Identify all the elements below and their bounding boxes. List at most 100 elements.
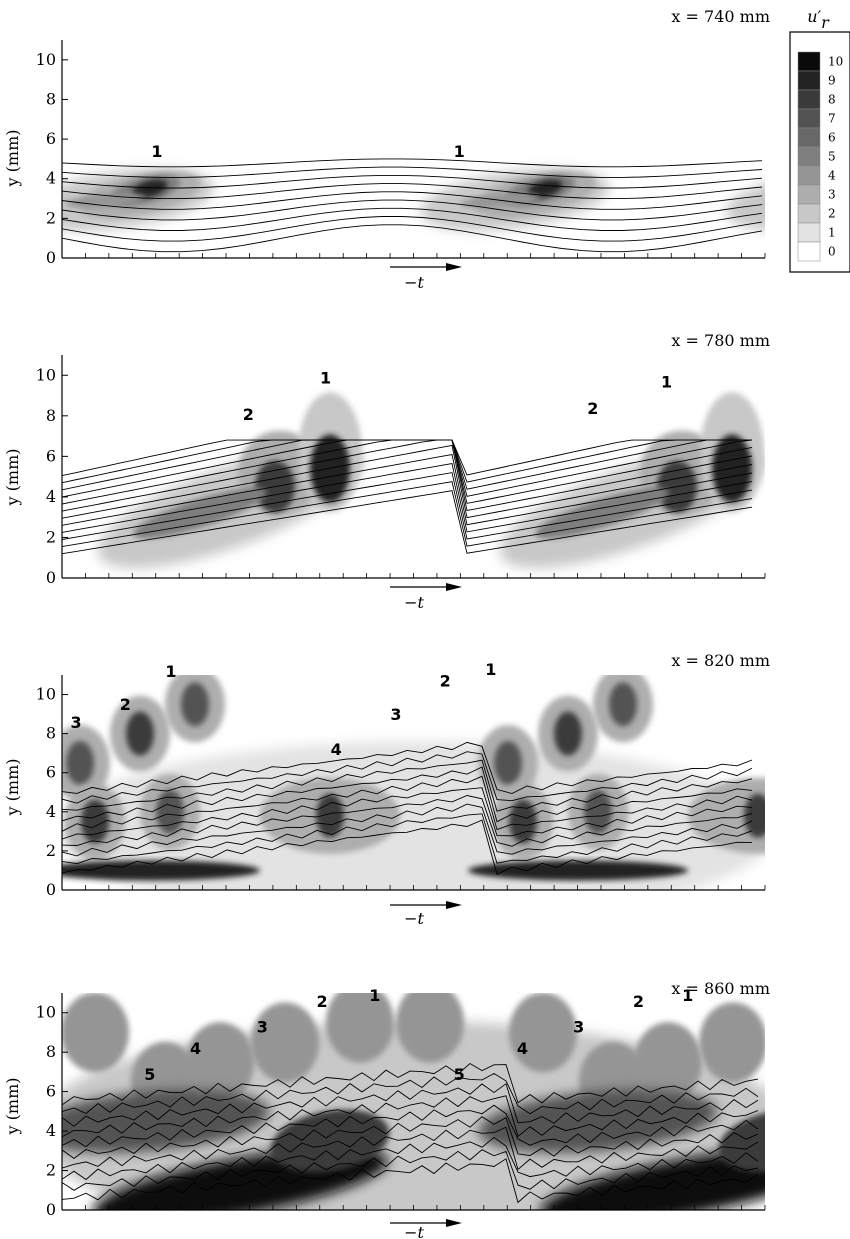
contour-line <box>62 481 753 548</box>
time-arrow-head <box>446 901 462 909</box>
structure-label: 1 <box>369 986 380 1005</box>
y-axis-label: y (mm) <box>3 759 22 817</box>
contour-line <box>62 1104 759 1148</box>
time-axis-label: −t <box>404 593 424 612</box>
contour-line <box>62 183 763 200</box>
contour-line <box>62 191 763 210</box>
contour-line <box>62 741 753 794</box>
y-tick-label: 8 <box>46 724 56 743</box>
station-label: x = 820 mm <box>671 651 770 670</box>
legend-swatch <box>797 70 821 91</box>
time-axis-label: −t <box>404 909 424 928</box>
structure-label: 1 <box>151 142 162 161</box>
intensity-blob <box>699 1002 765 1083</box>
intensity-blob <box>509 993 577 1073</box>
time-axis-label: −t <box>404 1223 424 1239</box>
contour-line <box>62 1158 759 1204</box>
contour-line <box>62 813 753 865</box>
legend-level-label: 0 <box>828 245 836 259</box>
contour-line <box>62 751 753 804</box>
structure-label: 2 <box>440 672 451 691</box>
contour-line <box>62 158 763 168</box>
wall-band <box>468 860 688 881</box>
intensity-blob <box>316 793 344 838</box>
y-tick-label: 6 <box>46 446 56 465</box>
intensity-blob <box>609 682 637 727</box>
y-tick-label: 0 <box>46 568 56 587</box>
contour-line <box>62 224 763 253</box>
heatmap-field <box>62 675 765 890</box>
y-axis-label: y (mm) <box>3 130 22 188</box>
time-arrow-head <box>446 1219 462 1227</box>
y-tick-label: 0 <box>46 1200 56 1219</box>
heatmap-field <box>62 392 765 568</box>
time-arrow: −t <box>390 263 462 292</box>
time-arrow-head <box>446 583 462 591</box>
intensity-blob <box>744 793 765 838</box>
y-tick-label: 8 <box>46 406 56 425</box>
y-tick-label: 10 <box>36 50 56 69</box>
y-tick-label: 6 <box>46 763 56 782</box>
structure-label: 5 <box>454 1065 465 1084</box>
intensity-blob <box>133 487 267 539</box>
legend-swatch <box>797 203 821 224</box>
contour-line <box>62 795 753 847</box>
intensity-blob <box>326 993 394 1063</box>
y-axis-label: y (mm) <box>3 1078 22 1136</box>
legend-level-label: 5 <box>828 150 836 164</box>
y-tick-label: 4 <box>46 169 56 188</box>
structure-label: 1 <box>485 660 496 679</box>
intensity-blob <box>251 1002 319 1083</box>
time-arrow: −t <box>390 901 462 928</box>
structure-label: 3 <box>257 1017 268 1036</box>
intensity-blob <box>584 789 612 834</box>
structure-label: 4 <box>190 1039 201 1058</box>
legend-swatch <box>797 241 821 262</box>
x-ticks <box>61 1205 766 1210</box>
intensity-blob <box>62 1089 270 1153</box>
contour-line <box>62 490 753 555</box>
contour-line <box>62 766 753 823</box>
intensity-blob <box>181 682 209 727</box>
y-tick-label: 8 <box>46 89 56 108</box>
contour-line <box>62 174 763 189</box>
structure-label: 2 <box>243 405 254 424</box>
time-arrow: −t <box>390 1219 462 1239</box>
structure-label: 2 <box>317 992 328 1011</box>
intensity-blob <box>66 740 94 785</box>
legend-swatch <box>797 146 821 167</box>
y-tick-labels: 0 2 4 6 8 10 <box>36 365 68 587</box>
contour-line <box>62 1126 759 1171</box>
contour-line <box>62 453 753 526</box>
y-tick-label: 8 <box>46 1042 56 1061</box>
contour-line <box>62 759 753 812</box>
legend-swatch <box>797 184 821 205</box>
legend-level-label: 8 <box>828 93 836 107</box>
contour-line <box>62 819 753 875</box>
contour-line <box>62 1062 759 1106</box>
structure-labels: 3 2 1 4 3 2 1 <box>70 660 496 759</box>
legend-swatch <box>797 108 821 129</box>
structure-label: 5 <box>144 1065 155 1084</box>
legend-level-label: 10 <box>828 55 843 69</box>
structure-label: 1 <box>454 142 465 161</box>
contour-line <box>62 199 763 221</box>
contour-line <box>62 1116 759 1159</box>
contour-line <box>62 1136 759 1181</box>
x-ticks <box>61 573 766 578</box>
intensity-blob <box>535 487 669 539</box>
structure-label: 3 <box>390 705 401 724</box>
structure-label: 2 <box>120 695 131 714</box>
legend-level-label: 4 <box>828 169 836 183</box>
y-tick-label: 2 <box>46 527 56 546</box>
intensity-blob <box>396 993 464 1063</box>
structure-label: 1 <box>165 662 176 681</box>
structure-label: 4 <box>331 740 342 759</box>
intensity-blob <box>554 711 582 756</box>
contour-line <box>62 472 753 540</box>
legend-level-label: 6 <box>828 131 836 145</box>
